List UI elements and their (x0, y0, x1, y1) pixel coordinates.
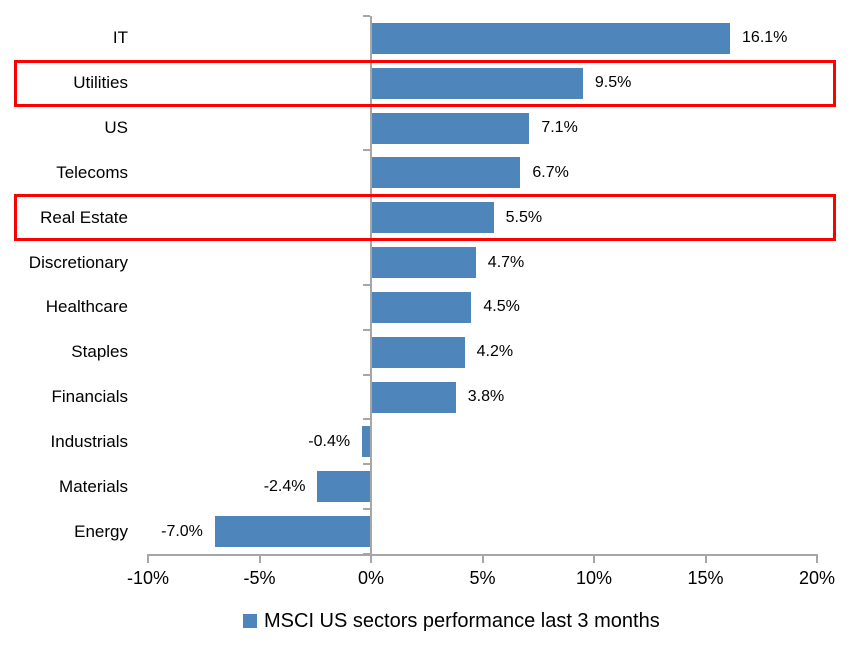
x-tick-label: -5% (243, 568, 276, 588)
category-label: Discretionary (28, 252, 128, 272)
category-label: Financials (51, 387, 128, 407)
x-axis-tick (147, 554, 149, 563)
x-axis-tick (816, 554, 818, 563)
bar (371, 247, 476, 279)
category-label: Real Estate (40, 207, 128, 227)
x-tick-label: -10% (126, 568, 170, 588)
legend: MSCI US sectors performance last 3 month… (243, 609, 660, 633)
x-axis-tick (370, 554, 372, 563)
category-label: Staples (71, 342, 128, 362)
category-label: Industrials (50, 431, 128, 451)
value-label: -0.4% (308, 432, 351, 450)
x-tick-label: 10% (575, 568, 613, 588)
category-label: US (104, 118, 128, 138)
legend-label: MSCI US sectors performance last 3 month… (264, 610, 660, 632)
value-label: 9.5% (594, 74, 632, 92)
bar (371, 336, 465, 368)
category-label: IT (112, 28, 128, 48)
category-tick (363, 552, 370, 555)
value-label: 4.2% (476, 343, 514, 361)
value-label: 16.1% (742, 29, 788, 47)
category-tick (363, 373, 370, 376)
category-tick (363, 283, 370, 286)
y-axis-line (370, 16, 372, 563)
category-tick (363, 463, 370, 466)
legend-swatch-icon (243, 614, 257, 628)
category-tick (363, 15, 370, 17)
bar (371, 112, 530, 144)
category-label: Materials (59, 476, 128, 496)
category-label: Healthcare (45, 297, 128, 317)
value-label: 4.5% (483, 298, 520, 316)
highlight-box-utilities (14, 59, 836, 107)
category-tick (363, 328, 370, 331)
value-label: 4.7% (487, 253, 525, 271)
bar (371, 381, 456, 413)
x-axis-tick (704, 554, 707, 563)
bar (371, 22, 731, 54)
bar (371, 157, 521, 189)
bar (371, 67, 583, 99)
value-label: 5.5% (505, 208, 543, 226)
x-tick-label: 15% (687, 568, 724, 588)
category-label: Energy (74, 521, 128, 541)
category-label: Telecoms (56, 162, 128, 182)
category-tick (363, 508, 370, 511)
value-label: 3.8% (467, 388, 505, 406)
x-tick-label: 20% (798, 568, 836, 588)
category-tick (363, 418, 370, 421)
x-tick-label: 5% (469, 568, 496, 588)
value-label: 6.7% (532, 163, 569, 181)
x-axis-tick (258, 554, 261, 563)
bar (362, 426, 371, 458)
bar (214, 516, 371, 548)
category-tick (363, 149, 370, 152)
bar (371, 202, 494, 234)
bar (317, 471, 371, 503)
x-axis-tick (481, 554, 484, 563)
value-label: 7.1% (541, 119, 578, 137)
x-axis-tick (593, 554, 595, 563)
category-label: Utilities (73, 73, 128, 93)
value-label: -2.4% (263, 477, 306, 495)
value-label: -7.0% (161, 522, 203, 540)
highlight-box-real-estate (14, 194, 836, 242)
x-tick-label: 0% (357, 568, 384, 588)
bar (371, 291, 472, 323)
